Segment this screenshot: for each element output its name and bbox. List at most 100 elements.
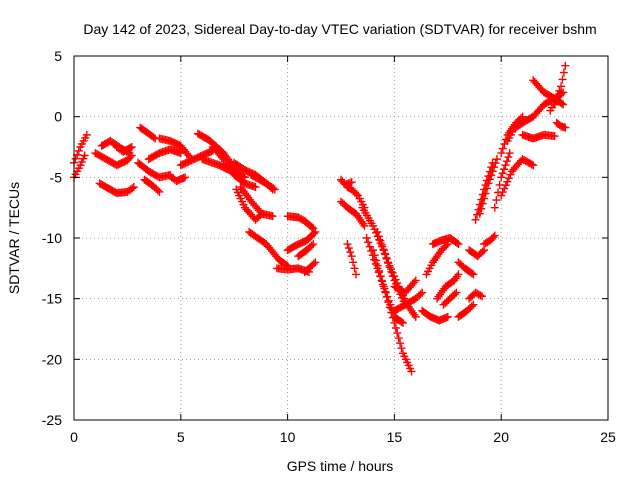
data-point-marker — [376, 236, 385, 245]
data-point-marker — [309, 229, 318, 238]
data-point-marker — [418, 288, 427, 297]
data-point-marker — [467, 302, 476, 311]
data-point-marker — [416, 290, 425, 299]
data-point-marker — [126, 143, 135, 152]
data-track-t47 — [490, 149, 514, 212]
data-point-marker — [411, 276, 420, 285]
data-point-marker — [383, 258, 392, 267]
data-point-marker — [501, 161, 510, 170]
data-track-t20 — [247, 170, 279, 194]
data-track-t38 — [422, 240, 452, 279]
data-point-marker — [181, 173, 190, 182]
data-track-t43 — [465, 246, 489, 261]
data-track-t58 — [552, 118, 570, 132]
data-point-marker — [257, 209, 266, 218]
data-point-marker — [372, 256, 381, 265]
data-point-marker — [380, 249, 389, 258]
y-axis-label: SDTVAR / TECUs — [6, 182, 22, 294]
x-tick-label: 10 — [280, 429, 296, 445]
data-point-marker — [478, 199, 487, 208]
data-markers — [70, 61, 570, 376]
data-point-marker — [396, 339, 405, 348]
data-point-marker — [397, 344, 406, 353]
data-point-marker — [378, 277, 387, 286]
data-point-marker — [469, 270, 478, 279]
data-point-marker — [82, 130, 91, 139]
data-point-marker — [307, 241, 316, 250]
data-point-marker — [504, 153, 513, 162]
data-track-t41 — [439, 288, 461, 309]
data-point-marker — [71, 154, 80, 163]
data-track-t28 — [337, 197, 369, 230]
data-point-marker — [382, 292, 391, 301]
data-point-marker — [74, 146, 83, 155]
data-track-t10 — [140, 175, 164, 196]
data-track-t21 — [245, 227, 292, 270]
data-point-marker — [557, 99, 566, 108]
data-point-marker — [377, 240, 386, 249]
data-track-t45 — [454, 300, 478, 321]
data-point-marker — [126, 153, 135, 162]
data-point-marker — [269, 184, 278, 193]
data-point-marker — [453, 239, 462, 248]
y-tick-label: -15 — [42, 291, 62, 307]
data-point-marker — [379, 282, 388, 291]
data-point-marker — [149, 133, 158, 142]
data-track-t49 — [475, 155, 501, 218]
data-point-marker — [375, 266, 384, 275]
data-point-marker — [411, 312, 420, 321]
data-point-marker — [376, 272, 385, 281]
data-point-marker — [529, 161, 538, 170]
data-point-marker — [482, 184, 491, 193]
data-track-t12 — [166, 172, 190, 185]
data-point-marker — [360, 221, 369, 230]
y-tick-label: 5 — [54, 48, 62, 64]
data-point-marker — [364, 238, 373, 247]
data-point-marker — [442, 241, 451, 250]
data-point-marker — [343, 240, 352, 249]
data-point-marker — [397, 317, 406, 326]
data-point-marker — [491, 159, 500, 168]
data-point-marker — [477, 292, 486, 301]
x-tick-label: 25 — [600, 429, 616, 445]
data-point-marker — [489, 233, 498, 242]
data-track-t11 — [155, 134, 196, 164]
data-point-marker — [490, 163, 499, 172]
data-point-marker — [475, 209, 484, 218]
data-point-marker — [387, 265, 396, 274]
data-point-marker — [487, 171, 496, 180]
data-track-t39 — [418, 306, 452, 325]
y-tick-label: -25 — [42, 412, 62, 428]
data-point-marker — [476, 291, 485, 300]
data-point-marker — [558, 75, 567, 84]
data-track-t50 — [497, 155, 538, 200]
data-track-t18 — [236, 183, 277, 221]
data-point-marker — [251, 183, 260, 192]
data-point-marker — [550, 132, 559, 141]
data-point-marker — [497, 149, 506, 158]
data-point-marker — [557, 82, 566, 91]
data-point-marker — [369, 246, 378, 255]
data-point-marker — [485, 175, 494, 184]
data-point-marker — [352, 190, 361, 199]
data-point-marker — [344, 244, 353, 253]
data-point-marker — [481, 189, 490, 198]
data-point-marker — [388, 313, 397, 322]
data-point-marker — [452, 288, 461, 297]
data-point-marker — [480, 194, 489, 203]
data-point-marker — [498, 169, 507, 178]
data-point-marker — [506, 170, 515, 179]
data-track-t3 — [91, 149, 136, 170]
data-point-marker — [390, 318, 399, 327]
data-point-marker — [374, 232, 383, 241]
data-point-marker — [394, 334, 403, 343]
data-point-marker — [561, 61, 570, 70]
data-track-t6 — [112, 143, 136, 156]
data-point-marker — [490, 203, 499, 212]
data-point-marker — [500, 184, 509, 193]
data-point-marker — [382, 253, 391, 262]
data-track-t23 — [283, 212, 318, 233]
data-point-marker — [362, 234, 371, 242]
data-point-marker — [369, 221, 378, 230]
